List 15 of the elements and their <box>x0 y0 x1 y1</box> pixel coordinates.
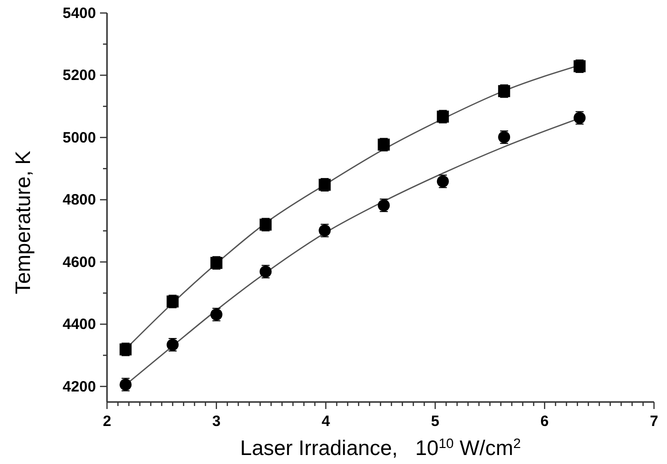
x-tick-label: 5 <box>431 413 440 430</box>
y-tick-label: 4800 <box>62 192 96 209</box>
x-tick-label: 6 <box>540 413 549 430</box>
y-tick-label: 4400 <box>62 316 96 334</box>
y-tick-label: 5200 <box>62 67 96 84</box>
y-tick-label: 4200 <box>62 378 96 396</box>
x-tick-label: 3 <box>212 413 221 430</box>
x-tick-label: 2 <box>102 413 112 430</box>
x-tick-label: 7 <box>650 413 658 430</box>
y-tick-label: 5400 <box>62 5 96 22</box>
x-tick-label: 4 <box>322 413 331 430</box>
y-tick-label: 5000 <box>62 129 96 146</box>
x-axis-title: Laser Irradiance, 10$^{10}$ W/cm$^{2}$ <box>240 436 521 460</box>
y-tick-label: 4600 <box>62 254 96 271</box>
y-axis-title: Temperature, K <box>12 150 35 294</box>
